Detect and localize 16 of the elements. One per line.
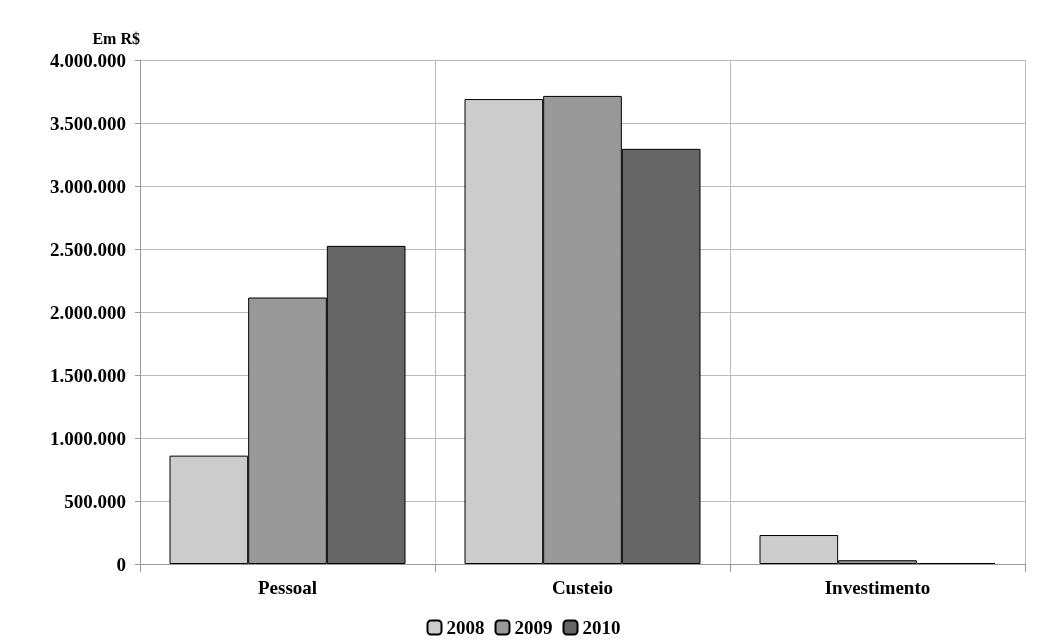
y-tick-label: 0	[116, 553, 126, 575]
y-tick-label: 500.000	[64, 490, 126, 512]
y-tick-label: 3.500.000	[50, 112, 126, 134]
legend-label: 2008	[446, 617, 485, 638]
y-tick-label: 2.500.000	[50, 238, 126, 260]
legend-label: 2009	[514, 617, 553, 638]
y-tick-label: 2.000.000	[50, 301, 126, 323]
y-tick-label: 1.500.000	[50, 364, 126, 386]
y-axis-title: Em R$	[92, 29, 140, 47]
y-tick-label: 1.000.000	[50, 427, 126, 449]
x-tick-label: Custeio	[551, 577, 614, 598]
x-tick-label: Pessoal	[257, 577, 318, 598]
legend-label: 2010	[582, 617, 621, 638]
y-tick-label: 3.000.000	[50, 175, 126, 197]
y-tick-label: 4.000.000	[50, 49, 126, 71]
x-tick-label: Investimento	[824, 577, 931, 598]
